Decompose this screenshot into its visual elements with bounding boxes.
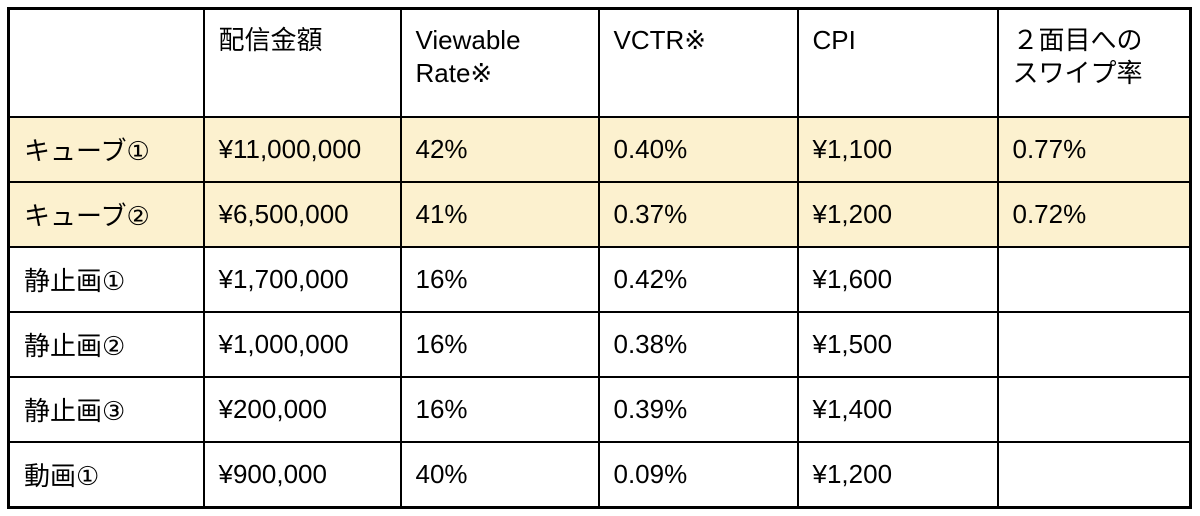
table-cell xyxy=(996,311,1192,378)
header-row: 配信金額 Viewable Rate※ VCTR※ CPI ２面目への スワイプ… xyxy=(7,7,1192,118)
metrics-table: 配信金額 Viewable Rate※ VCTR※ CPI ２面目への スワイプ… xyxy=(7,7,1192,509)
row-label: 静止画② xyxy=(7,311,205,378)
row-label: キューブ① xyxy=(7,116,205,183)
table-cell: 42% xyxy=(399,116,600,183)
table-row: 動画① ¥900,000 40% 0.09% ¥1,200 xyxy=(7,441,1192,509)
row-label: 動画① xyxy=(7,441,205,509)
table-cell: ¥200,000 xyxy=(202,376,402,443)
table-cell: ¥1,000,000 xyxy=(202,311,402,378)
table-header: 配信金額 Viewable Rate※ VCTR※ CPI ２面目への スワイプ… xyxy=(7,7,1192,118)
table-cell: 16% xyxy=(399,246,600,313)
column-header-blank xyxy=(7,7,205,118)
table-cell: 0.38% xyxy=(597,311,799,378)
table-cell: ¥900,000 xyxy=(202,441,402,509)
table-cell: 0.72% xyxy=(996,181,1192,248)
column-header-vctr: VCTR※ xyxy=(597,7,799,118)
table-cell: 40% xyxy=(399,441,600,509)
table-cell: 41% xyxy=(399,181,600,248)
table-row: 静止画① ¥1,700,000 16% 0.42% ¥1,600 xyxy=(7,246,1192,313)
table-cell: 0.09% xyxy=(597,441,799,509)
table-row: 静止画② ¥1,000,000 16% 0.38% ¥1,500 xyxy=(7,311,1192,378)
table-cell: 0.77% xyxy=(996,116,1192,183)
table-cell xyxy=(996,441,1192,509)
column-header-viewable-rate: Viewable Rate※ xyxy=(399,7,600,118)
table-row: 静止画③ ¥200,000 16% 0.39% ¥1,400 xyxy=(7,376,1192,443)
table-cell: ¥11,000,000 xyxy=(202,116,402,183)
table-cell: 16% xyxy=(399,311,600,378)
table-cell: ¥1,700,000 xyxy=(202,246,402,313)
table-row: キューブ① ¥11,000,000 42% 0.40% ¥1,100 0.77% xyxy=(7,116,1192,183)
table-cell: ¥1,100 xyxy=(796,116,999,183)
table-cell: ¥1,200 xyxy=(796,181,999,248)
table-cell: ¥1,200 xyxy=(796,441,999,509)
table-body: キューブ① ¥11,000,000 42% 0.40% ¥1,100 0.77% キューブ②… xyxy=(7,116,1192,509)
table-cell: 0.42% xyxy=(597,246,799,313)
row-label: 静止画③ xyxy=(7,376,205,443)
table-cell: ¥6,500,000 xyxy=(202,181,402,248)
column-header-delivery-amount: 配信金額 xyxy=(202,7,402,118)
table-row: キューブ② ¥6,500,000 41% 0.37% ¥1,200 0.72% xyxy=(7,181,1192,248)
column-header-cpi: CPI xyxy=(796,7,999,118)
table-cell xyxy=(996,246,1192,313)
row-label: 静止画① xyxy=(7,246,205,313)
table-cell: 0.40% xyxy=(597,116,799,183)
table-cell xyxy=(996,376,1192,443)
table-cell: ¥1,600 xyxy=(796,246,999,313)
column-header-swipe-rate: ２面目への スワイプ率 xyxy=(996,7,1192,118)
table-cell: 0.37% xyxy=(597,181,799,248)
table-cell: ¥1,500 xyxy=(796,311,999,378)
table-cell: 0.39% xyxy=(597,376,799,443)
table-cell: ¥1,400 xyxy=(796,376,999,443)
row-label: キューブ② xyxy=(7,181,205,248)
table-cell: 16% xyxy=(399,376,600,443)
